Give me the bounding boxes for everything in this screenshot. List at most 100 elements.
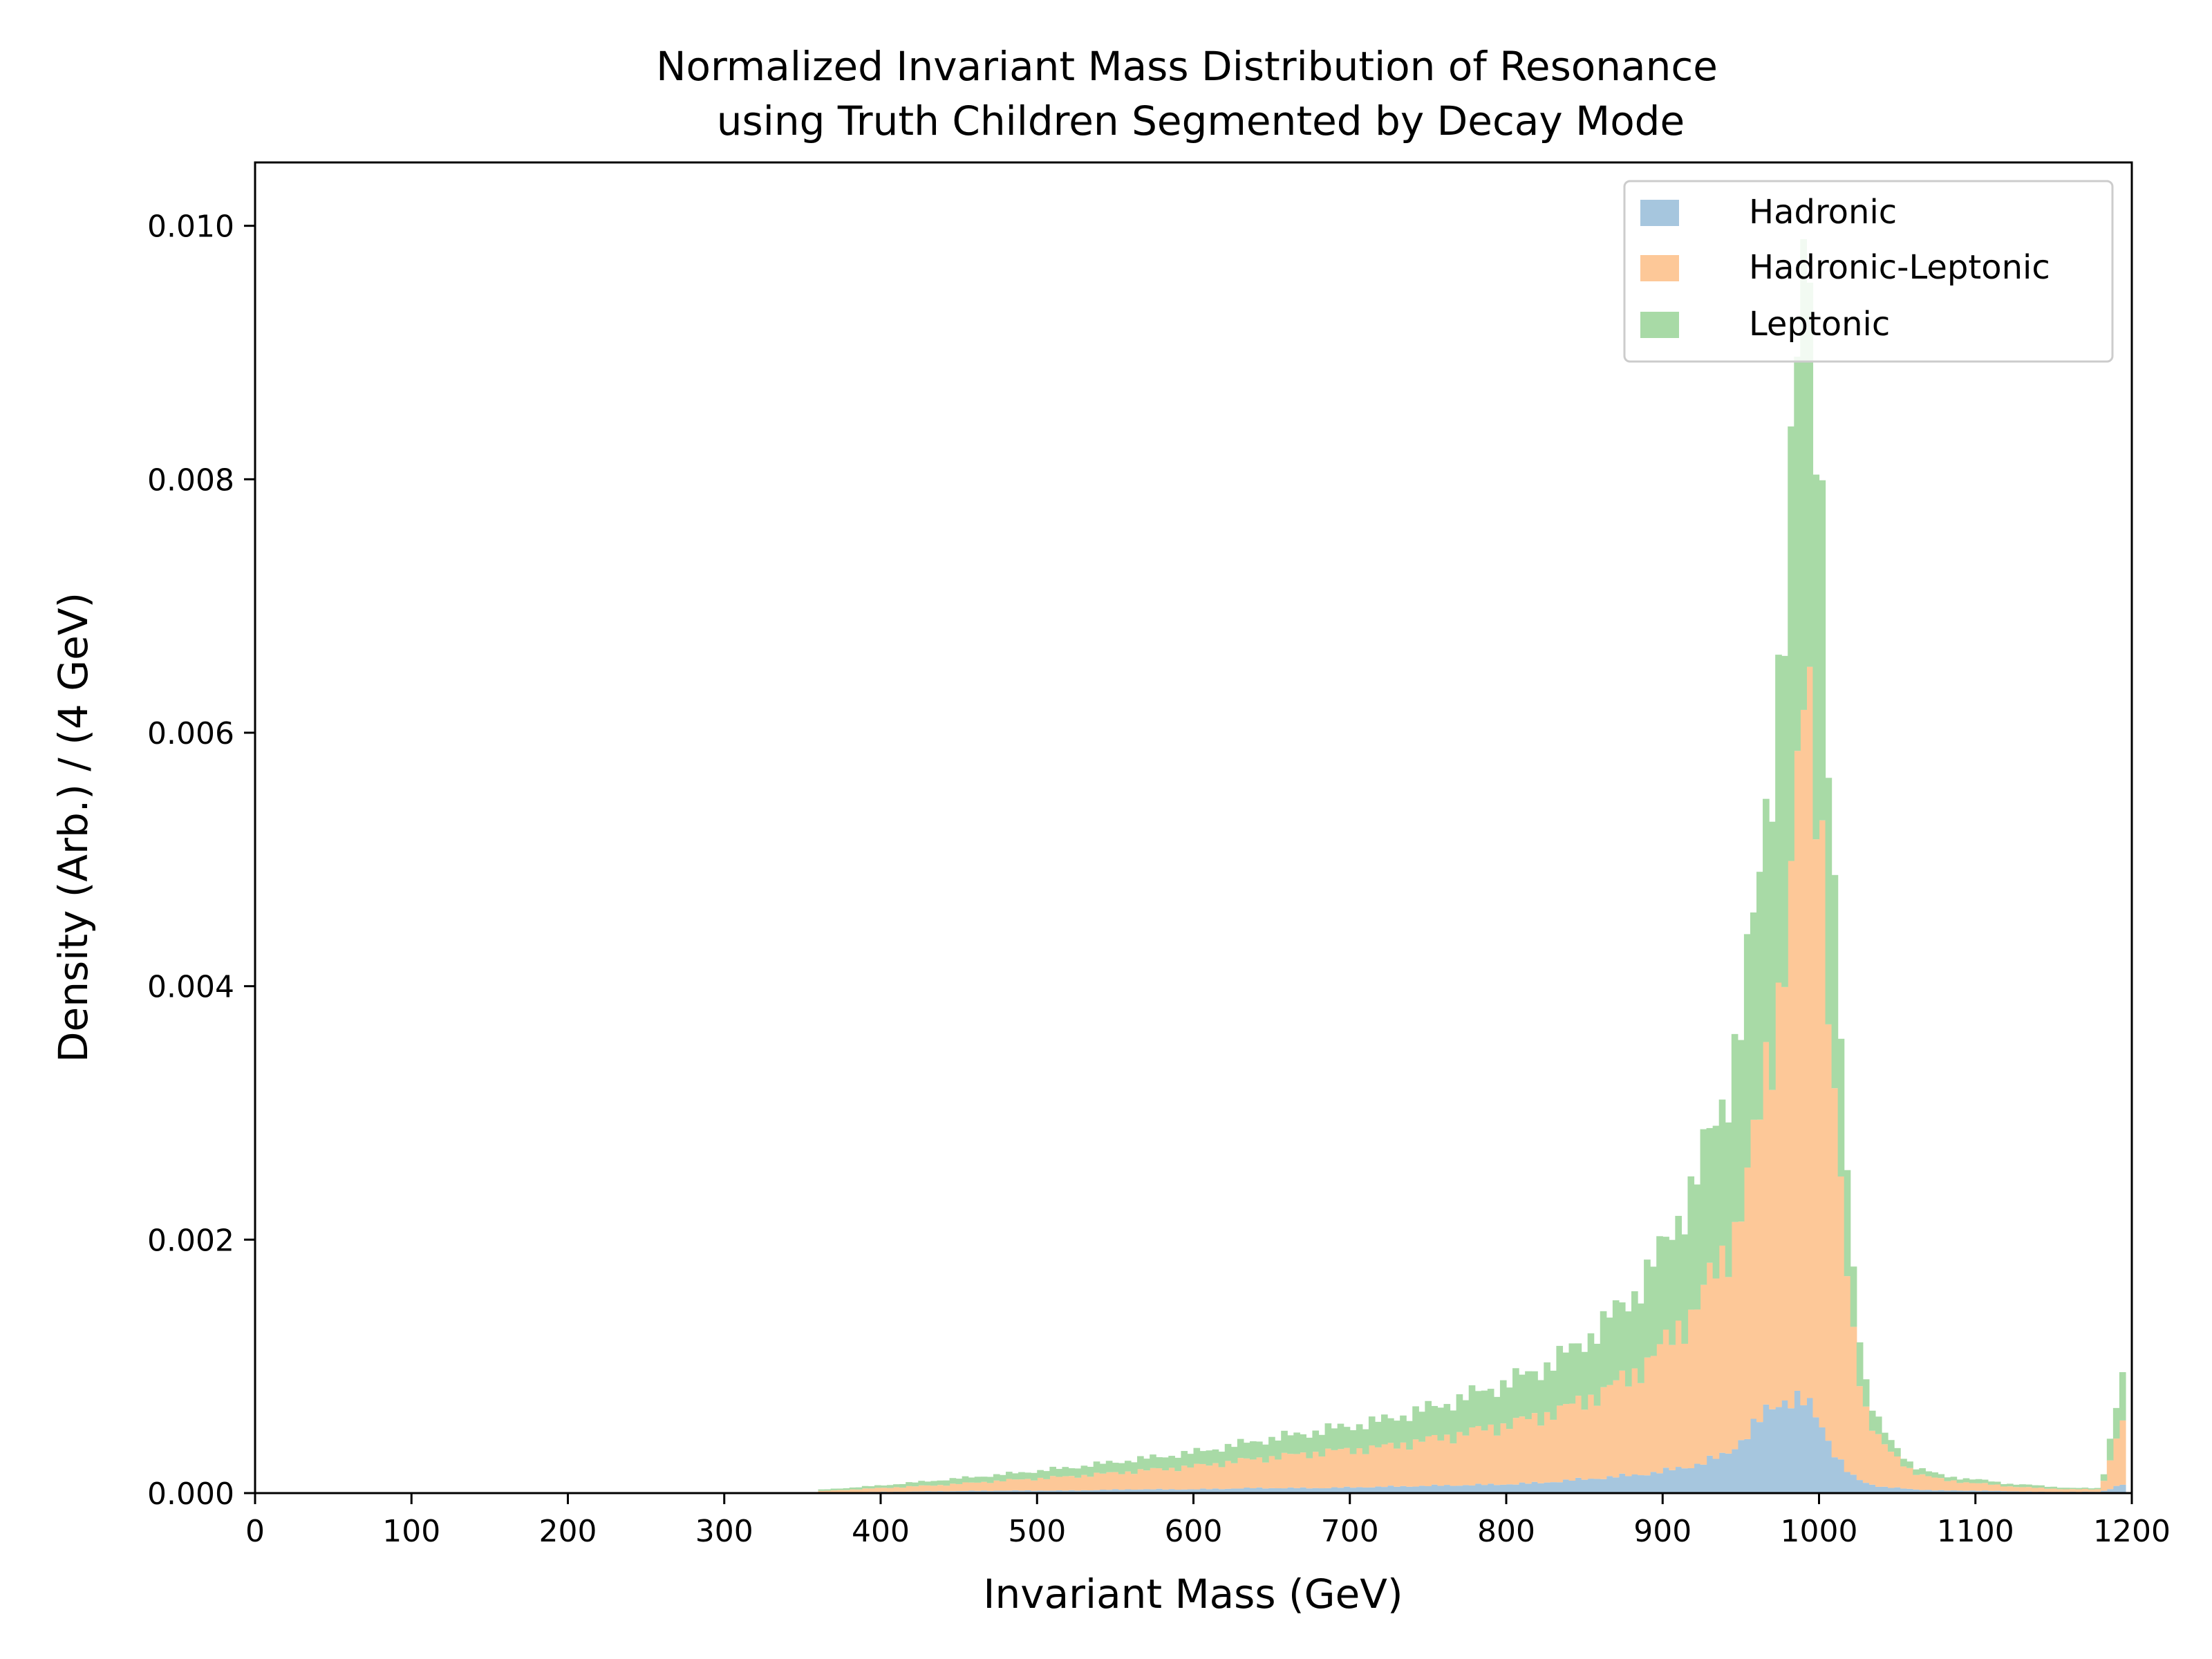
bar [1080,1490,1088,1493]
bar [1919,1490,1926,1493]
bar [918,1485,925,1492]
bar [1938,1474,1945,1479]
bar [1819,820,1826,1427]
bar [1694,1463,1701,1493]
bar [1362,1487,1369,1493]
bar [2081,1488,2089,1489]
x-tick-label: 200 [539,1514,597,1549]
bar [1593,1343,1601,1406]
bar [1512,1368,1519,1418]
bar [1343,1447,1351,1487]
bar [1256,1441,1263,1458]
bar [1118,1463,1125,1474]
bar [1938,1478,1945,1490]
bar [1400,1442,1407,1486]
bar [1037,1477,1044,1491]
bar [1681,1343,1689,1469]
bar [855,1487,863,1490]
bar [980,1477,988,1482]
bar [1562,1352,1570,1405]
bar [1275,1440,1282,1460]
bar [1962,1482,1970,1491]
bar [2044,1488,2051,1492]
bar [1662,1237,1669,1330]
bar [974,1490,982,1493]
bar [1956,1490,1964,1493]
bar [1763,1042,1770,1405]
bar [1781,655,1788,987]
bar [1944,1477,1951,1481]
bar [1568,1343,1576,1404]
bar [1550,1419,1557,1483]
bar [1049,1476,1056,1491]
bar [1006,1490,1013,1493]
bar [1493,1396,1501,1436]
bar [1062,1467,1069,1477]
bar [1431,1484,1438,1493]
bar [1012,1473,1019,1480]
bar [1750,1119,1757,1419]
bar [1931,1472,1939,1478]
bar [1618,1473,1626,1493]
bar [1575,1343,1582,1396]
bar [1049,1466,1056,1477]
bar [1800,709,1807,1405]
bar [2019,1487,2026,1492]
bar [1862,1379,1870,1407]
bar [2081,1488,2089,1492]
bar [1775,1407,1782,1493]
bar [1474,1483,1482,1493]
bar [930,1481,938,1486]
bar [2013,1484,2020,1488]
bar [1550,1370,1557,1420]
bar [1156,1457,1163,1469]
bar [1913,1489,1920,1493]
bar [1575,1396,1582,1478]
legend-swatch-hadronic-leptonic [1640,255,1679,281]
bar [1981,1479,1989,1483]
y-tick-label: 0.010 [147,209,234,245]
bar [893,1484,900,1488]
bar [2088,1489,2095,1492]
bar [2069,1489,2077,1492]
bar [986,1477,994,1483]
bar [1556,1405,1564,1483]
bar [1356,1448,1363,1488]
bar [955,1483,963,1492]
bar [1462,1485,1470,1493]
bar [1418,1485,1425,1493]
bar [849,1489,856,1492]
bar [2100,1474,2108,1481]
chart-title-line-2: using Truth Children Segmented by Decay … [717,97,1685,144]
bar [1662,1468,1669,1493]
legend-swatch-hadronic [1640,200,1679,226]
bar [1437,1407,1445,1441]
bar [1324,1448,1332,1488]
x-axis-label: Invariant Mass (GeV) [983,1571,1403,1618]
bar [1956,1483,1964,1491]
bar [1425,1436,1432,1486]
bar [1975,1483,1983,1491]
bar [1775,982,1782,1407]
bar [1981,1490,1989,1493]
bar [1418,1412,1425,1442]
bar [993,1490,1000,1493]
bar [1043,1471,1050,1479]
bar [1224,1488,1232,1493]
bar [1575,1477,1582,1493]
bar [1862,1483,1870,1493]
bar [1450,1410,1457,1444]
bar [2032,1485,2038,1488]
bar [1349,1488,1357,1493]
bar [830,1490,838,1492]
bar [1837,1038,1845,1177]
bar [1994,1484,2001,1491]
bar [1906,1488,1913,1493]
bar [1562,1404,1570,1480]
bar [830,1488,838,1490]
bar [1806,666,1814,1398]
bar [1031,1490,1038,1493]
bar [1650,1472,1657,1493]
bar [1118,1474,1125,1490]
